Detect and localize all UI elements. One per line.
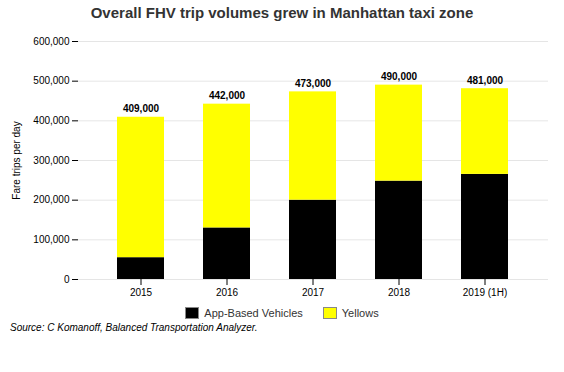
html-text:App-Based Vehicles: App-Based Vehicles <box>204 307 303 319</box>
svg-text:490,000: 490,000 <box>381 71 418 82</box>
svg-text:2015: 2015 <box>130 287 153 298</box>
html-text:Overall FHV trip volumes grew: Overall FHV trip volumes grew in Manhatt… <box>90 4 474 21</box>
html-text:Yellows: Yellows <box>341 307 379 319</box>
html-text:Source: C Komanoff, Balanced T: Source: C Komanoff, Balanced Transportat… <box>10 322 258 333</box>
svg-text:481,000: 481,000 <box>467 75 504 86</box>
svg-text:200,000: 200,000 <box>33 194 70 205</box>
svg-text:2016: 2016 <box>216 287 239 298</box>
svg-text:409,000: 409,000 <box>123 103 160 114</box>
svg-text:500,000: 500,000 <box>33 75 70 86</box>
svg-text:400,000: 400,000 <box>33 115 70 126</box>
svg-text:442,000: 442,000 <box>209 90 246 101</box>
svg-text:2017: 2017 <box>302 287 325 298</box>
svg-text:300,000: 300,000 <box>33 155 70 166</box>
svg-text:0: 0 <box>64 274 70 285</box>
svg-text:100,000: 100,000 <box>33 234 70 245</box>
svg-text:2018: 2018 <box>388 287 411 298</box>
svg-text:600,000: 600,000 <box>33 36 70 47</box>
svg-text:473,000: 473,000 <box>295 78 332 89</box>
svg-text:Fare trips per day: Fare trips per day <box>11 121 22 199</box>
svg-text:2019 (1H): 2019 (1H) <box>463 287 507 298</box>
